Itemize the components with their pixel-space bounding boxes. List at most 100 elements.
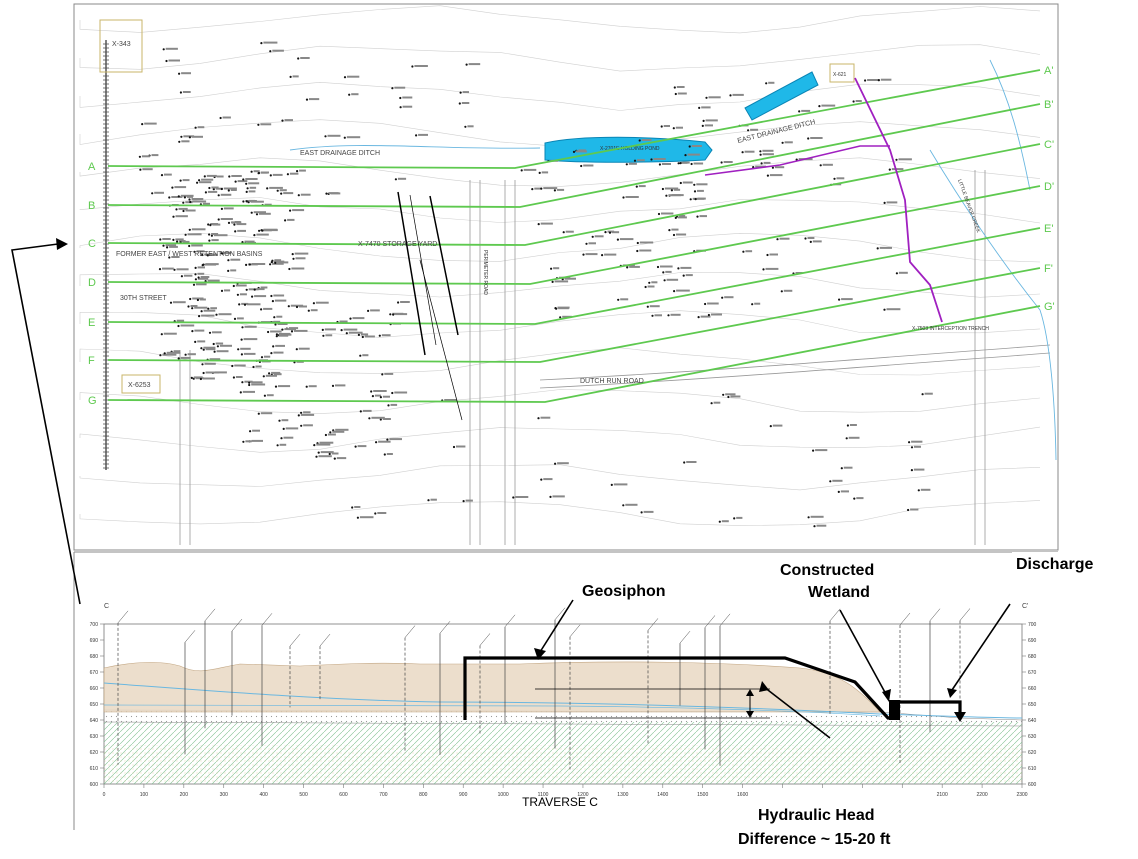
head-pointer [763,686,831,739]
building-x621-label: X-621 [833,72,847,78]
building-x6253-label: X-6253 [128,382,151,389]
traverse-start-g: G [88,395,97,407]
traverse-start-e: E [88,317,95,329]
callout-arrows [11,243,1011,739]
section-wells [117,607,971,770]
x-tick-label: 600 [339,792,348,798]
traverse-c-arrowhead [56,238,68,250]
section-y-axis-left: 700 690 680 670 660 650 640 630 620 610 600 [90,622,104,788]
building-x621 [829,63,855,83]
label-street: 30TH STREET [120,295,167,302]
section-title: TRAVERSE C [522,795,598,809]
x-tick-label: 400 [259,792,268,798]
y-tick-label: 660 [90,686,99,692]
geosiphon-pointer [539,599,574,653]
hydraulic-head-label-line2: Difference ~ 15-20 ft [738,831,891,848]
x-tick-label: 1000 [498,792,509,798]
x-tick-label: 1300 [617,792,628,798]
y-tick-label-right: 670 [1028,670,1037,676]
building-x343 [99,19,143,73]
section-end-label: C' [1022,603,1028,610]
cross-section: C C' 0 100 200 300 400 500 600 700 800 900 1000 110… [73,551,1058,830]
storage-yard-line-4 [419,259,463,421]
storage-yard-line-1 [397,191,426,356]
traverse-start-d: D [88,277,96,289]
holding-pond [544,136,713,163]
y-tick-label: 610 [90,766,99,772]
traverse-end-f: F' [1044,263,1053,275]
geosiphon-arrowhead [534,648,546,660]
y-tick-label: 650 [90,702,99,708]
x-tick-label: 100 [140,792,149,798]
y-tick-label-right: 620 [1028,750,1037,756]
traverse-c-pointer [11,243,81,605]
x-tick-label: 500 [299,792,308,798]
label-dutch-run-road: DUTCH RUN ROAD [580,378,644,385]
lower-dots-layer [104,745,1022,784]
head-arrow-up [746,689,754,696]
head-arrow-down [746,711,754,718]
label-former-basins: FORMER EAST / WEST RETENTION BASINS [116,251,263,258]
traverse-end-a: A' [1044,65,1053,77]
x-tick-label: 0 [103,792,106,798]
geosiphon-label: Geosiphon [582,583,666,600]
discharge-arrowhead-callout [947,688,957,698]
traverse-line-g [107,305,1041,403]
label-interception-trench: X-7503 INTERCEPTION TRENCH [912,326,989,332]
y-tick-label-right: 660 [1028,686,1037,692]
y-tick-label: 630 [90,734,99,740]
head-label-bg [752,792,932,850]
label-perimeter-road: PERIMETER ROAD [482,250,488,295]
geosiphon-pipe [463,656,893,720]
x-tick-label: 2200 [977,792,988,798]
discharge-label: Discharge [1016,556,1093,573]
y-tick-label-right: 700 [1028,622,1037,628]
wetland-pointer [839,609,888,697]
y-tick-label: 640 [90,718,99,724]
creeks [289,59,1057,461]
wetland-label-line1: Constructed [780,562,874,579]
geosiphon-branch [704,145,890,176]
head-arrowhead-callout [759,681,769,692]
y-tick-label-right: 610 [1028,766,1037,772]
y-tick-label: 600 [90,782,99,788]
geosiphon-route [854,77,943,323]
x-tick-label: 1100 [538,792,549,798]
east-pond [744,71,819,121]
traverse-end-c: C' [1044,139,1054,151]
traverse-line-e [107,227,1041,325]
y-tick-label-right: 650 [1028,702,1037,708]
label-storage-yard: X-7470 STORAGE YARD [358,241,437,248]
building-x6253 [121,374,161,394]
discharge-label-bg [1012,552,1096,574]
storage-yard-line-3 [409,194,437,346]
railroad-ties [103,43,109,469]
storage-yard-line-2 [429,195,459,336]
traverse-line-f [107,267,1041,363]
y-tick-label: 620 [90,750,99,756]
traverse-line-d [107,185,1041,285]
x-tick-label: 700 [379,792,388,798]
x-tick-label: 1500 [697,792,708,798]
x-tick-label: 200 [180,792,189,798]
x-tick-label: 900 [459,792,468,798]
wetland-arrowhead [882,689,891,702]
x-tick-label: 1200 [577,792,588,798]
traverse-line-a [107,69,1041,169]
y-tick-label-right: 600 [1028,782,1037,788]
x-tick-label: 1600 [737,792,748,798]
monitoring-wells [138,41,933,528]
building-x343-label: X-343 [112,41,131,48]
x-tick-label: 1400 [657,792,668,798]
traverse-start-b: B [88,200,95,212]
y-tick-label-right: 680 [1028,654,1037,660]
y-tick-label: 680 [90,654,99,660]
traverse-end-d: D' [1044,181,1054,193]
holding-pond-label: X-2701E HOLDING POND [600,146,660,152]
y-tick-label-right: 690 [1028,638,1037,644]
geosiphon-label-bg [580,578,672,600]
traverse-line-c [107,143,1041,246]
x-tick-label: 2300 [1016,792,1027,798]
